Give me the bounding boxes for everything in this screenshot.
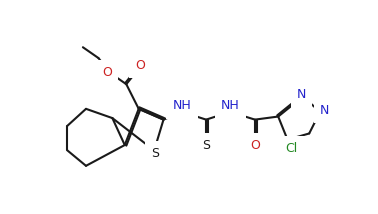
Text: O: O [135, 59, 145, 72]
Text: NH: NH [173, 99, 192, 112]
Text: N: N [320, 104, 329, 117]
Text: NH: NH [221, 99, 240, 112]
Text: O: O [102, 66, 112, 79]
Text: S: S [202, 139, 210, 152]
Text: S: S [151, 147, 159, 160]
Text: N: N [297, 88, 306, 101]
Text: O: O [250, 139, 260, 152]
Text: Cl: Cl [285, 142, 297, 155]
